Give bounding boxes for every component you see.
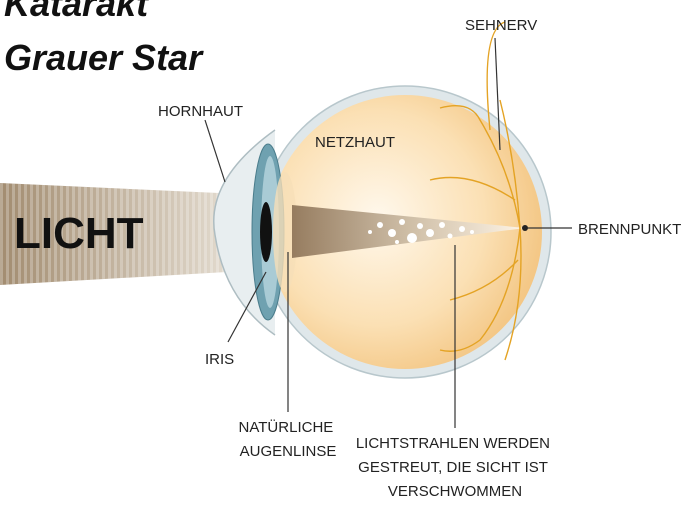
- label: NATÜRLICHE AUGENLINSE: [239, 418, 338, 460]
- light-label: LICHT: [14, 209, 144, 258]
- pupil: [260, 202, 272, 262]
- title: Grauer Star: [4, 37, 204, 78]
- label: IRIS: [205, 351, 234, 368]
- label: SEHNERV: [465, 17, 537, 34]
- eye-diagram: Katarakt Grauer Star LICHT HORNHAUT NETZ…: [0, 0, 690, 505]
- title: Katarakt: [4, 0, 150, 24]
- label: BRENNPUNKT: [578, 221, 681, 238]
- label: LICHTSTRAHLEN WERDEN GESTREUT, DIE SICHT…: [356, 435, 554, 500]
- focal-point: [522, 225, 528, 231]
- leader-line: [205, 120, 225, 182]
- label: HORNHAUT: [158, 103, 243, 120]
- label: NETZHAUT: [315, 134, 395, 151]
